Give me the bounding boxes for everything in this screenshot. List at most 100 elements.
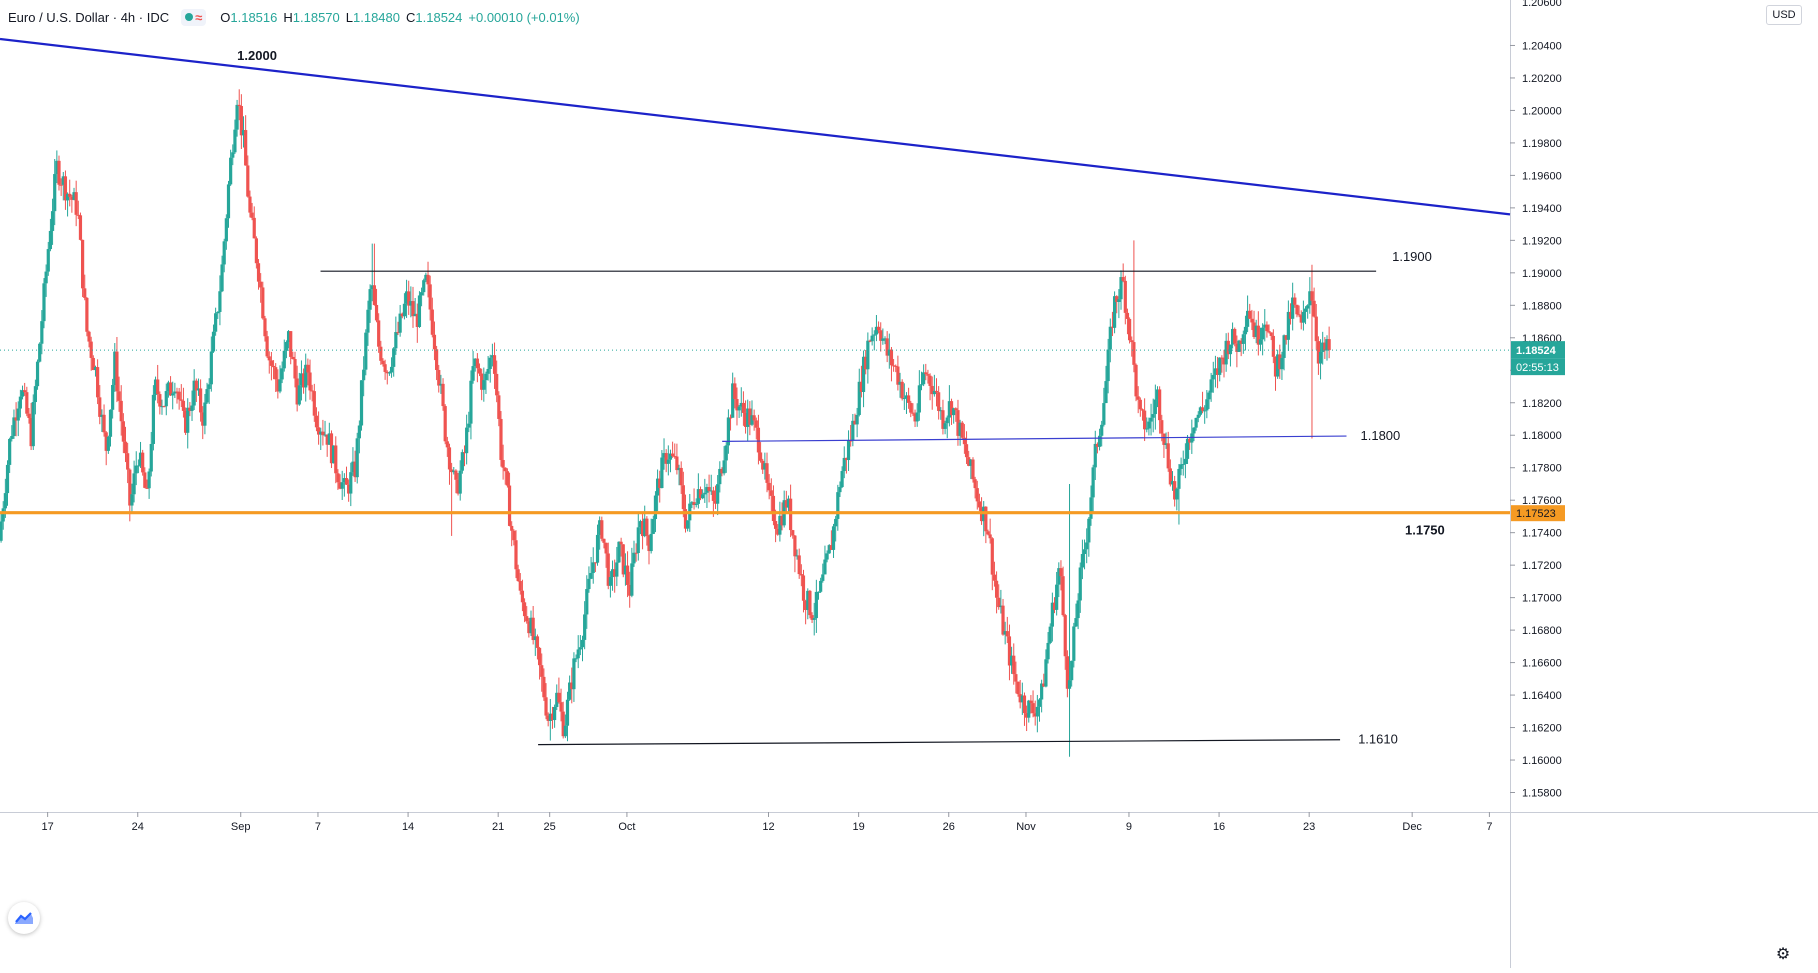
candle-body	[1040, 683, 1044, 700]
candle-body	[1239, 340, 1243, 344]
currency-button[interactable]: USD	[1766, 5, 1802, 25]
candle-body	[1093, 443, 1097, 468]
candle-body	[488, 357, 492, 369]
candle-body	[286, 331, 291, 343]
candle-body	[55, 160, 59, 175]
candle-body	[357, 425, 361, 439]
candle-body	[70, 196, 74, 200]
candle-body	[439, 383, 443, 386]
symbol-title[interactable]: Euro / U.S. Dollar · 4h · IDC	[8, 9, 170, 25]
candle-body	[196, 388, 201, 391]
candle-body	[477, 368, 482, 374]
candle-body	[1108, 326, 1112, 350]
candle-body	[574, 658, 578, 660]
y-tick-label: 1.16000	[1522, 755, 1562, 767]
candle-body	[38, 343, 42, 362]
candle-body	[750, 415, 754, 425]
candle-body	[932, 390, 936, 395]
candle-body	[1022, 695, 1027, 714]
level-price-marker-label: 1.17523	[1516, 508, 1556, 520]
candle-body	[458, 470, 462, 494]
candle-body	[231, 152, 235, 158]
candle-body	[349, 472, 353, 494]
candle-body	[1147, 421, 1151, 429]
candle-body	[724, 445, 728, 461]
candle-body	[997, 597, 1001, 608]
candle-body	[222, 241, 226, 265]
y-tick-label: 1.17600	[1522, 495, 1562, 507]
candle-body	[1110, 326, 1115, 328]
candle-body	[162, 406, 166, 408]
candle-body	[486, 368, 490, 374]
candle-body	[1091, 467, 1095, 498]
candle-body	[443, 406, 447, 442]
candle-body	[1198, 407, 1203, 415]
candle-body	[89, 341, 93, 358]
candle-body	[490, 355, 494, 358]
candle-body	[930, 385, 934, 395]
candle-body	[252, 217, 256, 239]
level-1800-line[interactable]	[722, 435, 1347, 443]
candle-body	[492, 355, 497, 374]
candle-body	[655, 478, 660, 496]
candle-body	[1250, 318, 1254, 323]
candle-body	[698, 489, 703, 499]
candle-body	[681, 485, 685, 510]
candle-body	[1102, 403, 1106, 425]
candle-body	[956, 410, 960, 436]
candle-body	[186, 407, 190, 433]
descending-trendline[interactable]	[0, 37, 1511, 216]
candle-body	[881, 338, 885, 341]
candle-body	[666, 459, 670, 464]
candle-body	[855, 414, 859, 425]
candle-body	[98, 397, 102, 417]
level-1610-line[interactable]	[538, 739, 1341, 746]
candle-body	[1192, 427, 1196, 434]
settings-gear-icon[interactable]: ⚙	[1775, 946, 1791, 963]
candle-body	[1308, 291, 1312, 306]
candle-body	[731, 383, 735, 418]
candle-body	[1072, 626, 1076, 661]
candle-body	[1170, 481, 1175, 485]
candle-body	[160, 406, 164, 408]
candle-body	[1188, 438, 1192, 443]
last-price-marker	[1511, 341, 1565, 359]
candle-body	[271, 365, 276, 368]
candle-body	[111, 384, 115, 410]
candle-body	[130, 494, 134, 506]
candle-body	[126, 453, 130, 470]
candle-body	[919, 384, 924, 386]
candle-body	[557, 692, 561, 703]
candle-body	[739, 402, 743, 407]
candle-body	[1031, 703, 1035, 714]
candle-body	[613, 569, 617, 577]
candle-body	[671, 453, 675, 457]
candle-body	[518, 581, 522, 591]
candle-body	[35, 361, 40, 387]
candle-body	[1205, 399, 1209, 411]
candle-body	[368, 289, 372, 310]
candle-body	[181, 400, 186, 411]
candle-body	[447, 447, 452, 470]
y-tick-label: 1.19200	[1522, 235, 1562, 247]
indicator-badges[interactable]: ≈	[181, 8, 207, 26]
tradingview-logo-icon[interactable]	[8, 902, 40, 934]
candle-body	[314, 415, 319, 428]
candle-body	[696, 489, 700, 504]
candle-body	[1162, 433, 1166, 445]
candle-body	[1046, 642, 1050, 660]
candle-body	[374, 304, 379, 321]
candle-body	[857, 381, 861, 415]
candle-body	[190, 405, 194, 411]
candle-body	[608, 577, 612, 586]
y-tick-label: 1.19600	[1522, 170, 1562, 182]
candle-body	[329, 433, 334, 464]
candle-body	[853, 420, 857, 425]
candle-body	[428, 284, 432, 310]
candle-body	[1207, 392, 1211, 400]
candle-body	[1155, 389, 1160, 400]
candle-body	[74, 192, 78, 215]
candle-body	[705, 487, 709, 493]
